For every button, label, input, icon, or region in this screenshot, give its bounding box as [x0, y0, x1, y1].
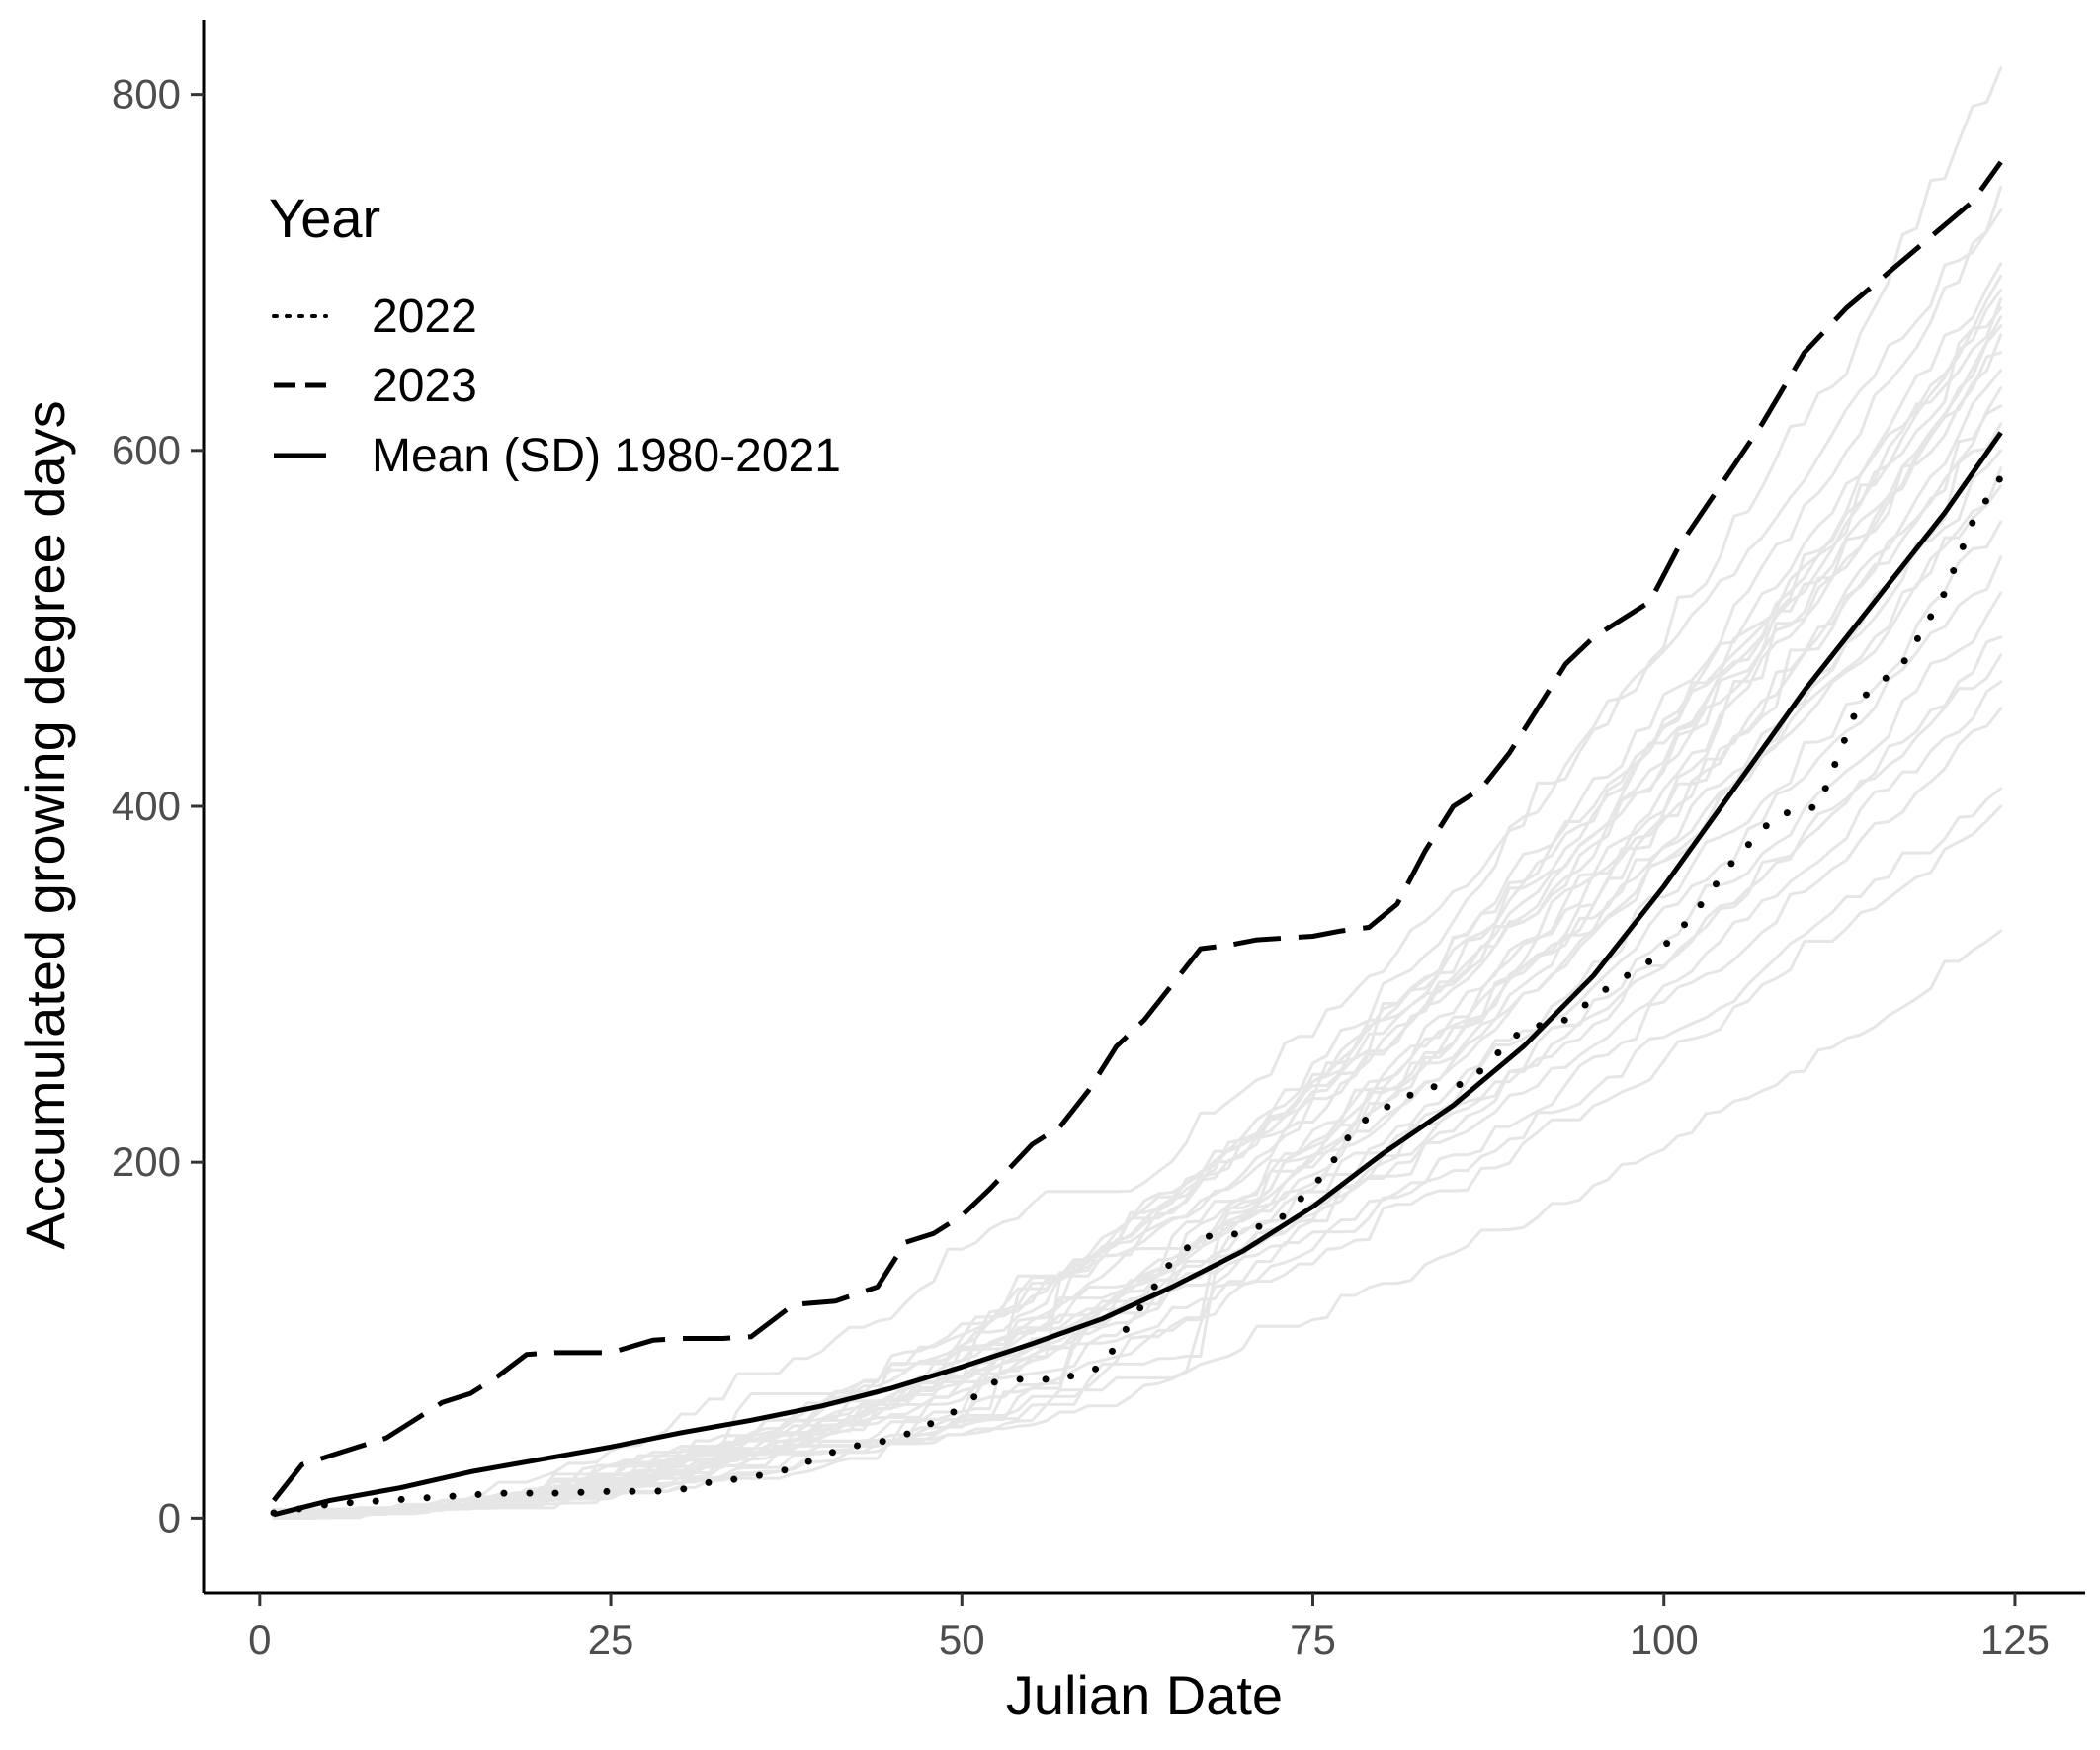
- historical-year-line-20: [272, 520, 2003, 1517]
- x-tick-label-100: 100: [1630, 1617, 1699, 1663]
- x-tick-label-125: 125: [1980, 1617, 2050, 1663]
- legend-2023-label: 2023: [372, 360, 477, 412]
- series-line-mean-sd-1980-2021: [273, 431, 2003, 1518]
- historical-year-line-10: [272, 324, 2003, 1520]
- historical-year-line-27: [272, 787, 2003, 1520]
- series-line-2023: [272, 160, 2003, 1502]
- legend-mean-label: Mean (SD) 1980-2021: [372, 430, 841, 482]
- y-tick-label-600: 600: [112, 427, 181, 473]
- x-tick-label-75: 75: [1290, 1617, 1336, 1663]
- y-tick-label-0: 0: [158, 1494, 181, 1541]
- legend: Year 2022 2023 Mean (SD) 1980-2021: [269, 187, 841, 482]
- legend-title: Year: [269, 187, 380, 249]
- historical-year-line-2: [272, 185, 2003, 1520]
- x-tick-label-0: 0: [248, 1617, 271, 1663]
- y-tick-label-400: 400: [112, 783, 181, 829]
- y-axis-title: Accumulated growing degree days: [14, 400, 76, 1249]
- y-tick-label-200: 200: [112, 1138, 181, 1185]
- historical-year-line-26: [272, 707, 2003, 1520]
- y-tick-label-800: 800: [112, 71, 181, 118]
- historical-year-line-28: [272, 804, 2003, 1520]
- historical-year-line-25: [272, 680, 2003, 1520]
- historical-year-line-1: [272, 66, 2003, 1511]
- historical-year-line-24: [272, 653, 2003, 1514]
- historical-year-line-16: [272, 422, 2003, 1516]
- historical-year-line-8: [272, 306, 2003, 1520]
- x-axis-title: Julian Date: [1006, 1664, 1283, 1726]
- x-tick-label-50: 50: [939, 1617, 985, 1663]
- historical-year-line-11: [272, 333, 2003, 1518]
- historical-year-line-21: [272, 555, 2003, 1520]
- axes-layer: 0 200 400 600 800 0 25 50 75 100 125: [112, 20, 2085, 1663]
- series-layer: [270, 160, 2005, 1518]
- historical-year-line-17: [272, 449, 2003, 1520]
- x-tick-label-25: 25: [588, 1617, 634, 1663]
- historical-year-line-13: [272, 369, 2003, 1520]
- labels-layer: Julian Date Accumulated growing degree d…: [14, 400, 1283, 1726]
- historical-year-line-29: [272, 929, 2003, 1514]
- legend-2022-label: 2022: [372, 291, 477, 343]
- historical-years-layer: [272, 66, 2003, 1520]
- historical-year-line-15: [272, 404, 2003, 1520]
